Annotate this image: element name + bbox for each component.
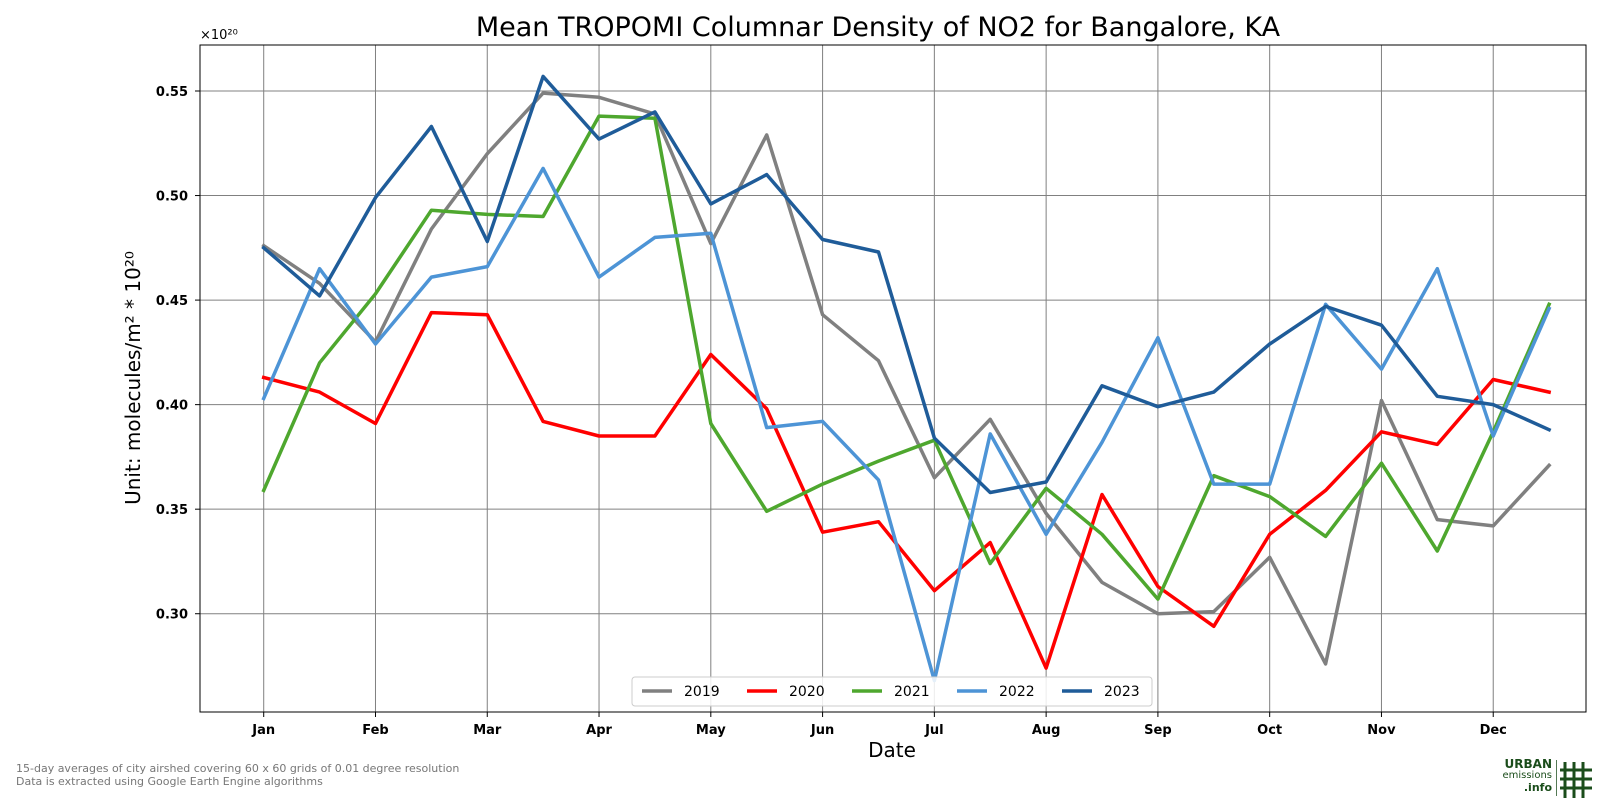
- urban-emissions-logo: URBAN emissions .info: [1488, 758, 1594, 798]
- y-axis-multiplier: ×10²⁰: [200, 28, 238, 43]
- plot-frame: [199, 44, 1587, 713]
- y-tick-label: 0.40: [156, 399, 188, 414]
- series-lines: [261, 74, 1552, 683]
- logo-grid-icon: [1556, 760, 1592, 798]
- x-tick-label: Apr: [586, 723, 612, 738]
- logo-line-urban: URBAN: [1504, 757, 1552, 771]
- logo-line-emissions: emissions: [1502, 770, 1552, 781]
- series-line-2021: [261, 114, 1552, 601]
- axis-ticks: Jan Feb Mar Apr May Jun Jul Aug Sep Oct Nov Dec 0.30…: [156, 85, 1507, 738]
- grid-lines: [200, 45, 1586, 712]
- legend-box: [631, 676, 1153, 707]
- legend-label-2019: 2019: [684, 684, 720, 700]
- series-line-2019: [261, 91, 1552, 666]
- x-tick-label: May: [696, 723, 726, 738]
- legend-label-2023: 2023: [1104, 684, 1140, 700]
- y-tick-label: 0.35: [156, 503, 188, 518]
- y-axis-label: Unit: molecules/m² * 10²⁰: [121, 251, 145, 505]
- footer-note-resolution: 15-day averages of city airshed covering…: [16, 762, 460, 775]
- x-axis-label: Date: [868, 738, 916, 762]
- x-tick-label: Sep: [1144, 723, 1172, 738]
- series-line-2022: [261, 166, 1552, 683]
- legend-label-2020: 2020: [789, 684, 825, 700]
- legend-label-2022: 2022: [999, 684, 1035, 700]
- x-tick-label: Oct: [1257, 723, 1282, 738]
- legend-label-2021: 2021: [894, 684, 930, 700]
- y-tick-label: 0.45: [156, 294, 188, 309]
- y-tick-label: 0.50: [156, 190, 188, 205]
- x-tick-label: Mar: [473, 723, 502, 738]
- x-tick-label: Jun: [810, 723, 834, 738]
- x-tick-label: Jul: [924, 723, 944, 738]
- x-tick-label: Dec: [1480, 723, 1507, 738]
- chart-title: Mean TROPOMI Columnar Density of NO2 for…: [476, 12, 1281, 43]
- x-tick-label: Jan: [251, 723, 275, 738]
- logo-line-info: .info: [1523, 781, 1552, 794]
- series-line-2020: [261, 310, 1552, 670]
- y-tick-label: 0.55: [156, 85, 188, 100]
- x-tick-label: Nov: [1367, 723, 1396, 738]
- y-tick-label: 0.30: [156, 608, 188, 623]
- series-line-2023: [261, 74, 1552, 495]
- x-tick-label: Aug: [1032, 723, 1061, 738]
- legend: 2019 2020 2021 2022 2023: [631, 676, 1153, 707]
- x-tick-label: Feb: [362, 723, 388, 738]
- footer-note-source: Data is extracted using Google Earth Eng…: [16, 775, 323, 788]
